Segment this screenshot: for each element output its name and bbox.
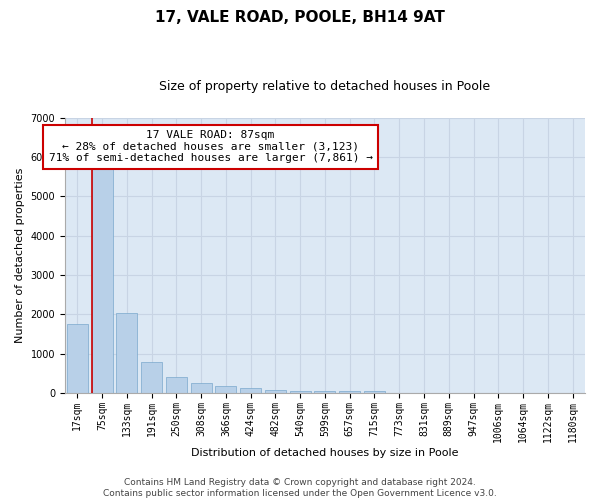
Title: Size of property relative to detached houses in Poole: Size of property relative to detached ho…: [160, 80, 491, 93]
Bar: [364, 391, 385, 393]
X-axis label: Distribution of detached houses by size in Poole: Distribution of detached houses by size …: [191, 448, 459, 458]
Bar: [191, 384, 212, 393]
Text: 17 VALE ROAD: 87sqm
← 28% of detached houses are smaller (3,123)
71% of semi-det: 17 VALE ROAD: 87sqm ← 28% of detached ho…: [49, 130, 373, 164]
Bar: [240, 388, 261, 393]
Bar: [141, 362, 162, 393]
Bar: [339, 391, 360, 393]
Bar: [314, 391, 335, 393]
Bar: [290, 391, 311, 393]
Bar: [215, 386, 236, 393]
Text: Contains HM Land Registry data © Crown copyright and database right 2024.
Contai: Contains HM Land Registry data © Crown c…: [103, 478, 497, 498]
Bar: [116, 312, 137, 393]
Y-axis label: Number of detached properties: Number of detached properties: [15, 168, 25, 343]
Bar: [265, 390, 286, 393]
Text: 17, VALE ROAD, POOLE, BH14 9AT: 17, VALE ROAD, POOLE, BH14 9AT: [155, 10, 445, 25]
Bar: [166, 376, 187, 393]
Bar: [67, 324, 88, 393]
Bar: [92, 165, 113, 393]
